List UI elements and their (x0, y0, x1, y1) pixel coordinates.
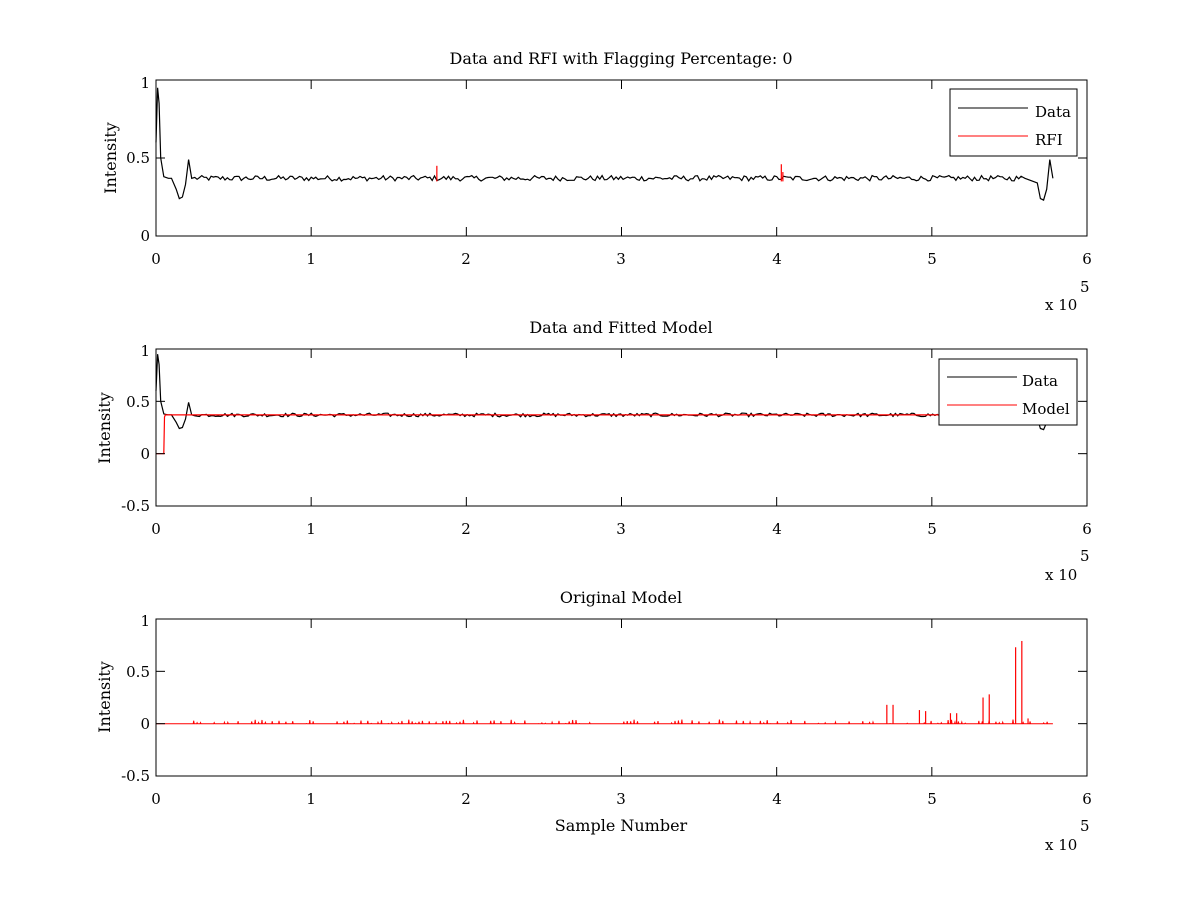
legend-label-model: Model (1022, 400, 1070, 418)
y-tick-labels: -0.5 0 0.5 1 (121, 342, 150, 515)
x-tick-label: 3 (616, 250, 626, 268)
y-tick-label: -0.5 (121, 497, 150, 515)
x-tick-label: 2 (461, 520, 471, 538)
x-tick-label: 3 (616, 520, 626, 538)
y-tick-label: 0.5 (126, 663, 150, 681)
tick-marks (155, 79, 1088, 237)
panel-title: Data and RFI with Flagging Percentage: 0 (449, 49, 792, 68)
x-tick-label: 6 (1082, 250, 1092, 268)
panel-data-model: Data and Fitted Model Intensity 0 1 2 3 … (95, 318, 1092, 584)
tick-marks (155, 348, 1088, 507)
y-tick-label: 0 (140, 715, 150, 733)
x-tick-label: 0 (151, 250, 161, 268)
y-tick-label: 1 (140, 342, 150, 360)
x-tick-label: 5 (927, 520, 937, 538)
legend: Data Model (938, 358, 1078, 426)
panel-original-model: Original Model Intensity 0 1 2 3 4 5 6 -… (95, 588, 1092, 854)
legend: Data RFI (949, 88, 1078, 157)
plot-area (155, 87, 1054, 201)
x-tick-labels: 0 1 2 3 4 5 6 (151, 520, 1092, 538)
panel-data-rfi: Data and RFI with Flagging Percentage: 0… (101, 49, 1092, 314)
y-tick-label: 1 (140, 612, 150, 630)
legend-box (938, 358, 1078, 426)
x-exponent-power: 5 (1080, 817, 1090, 835)
x-tick-label: 4 (772, 250, 782, 268)
y-tick-label: 0 (140, 227, 150, 245)
x-exponent-base: x 10 (1045, 566, 1077, 584)
x-tick-labels: 0 1 2 3 4 5 6 (151, 790, 1092, 808)
plot-area (156, 640, 1053, 725)
x-tick-label: 4 (772, 790, 782, 808)
y-tick-label: 1 (140, 74, 150, 92)
x-tick-label: 1 (306, 790, 316, 808)
y-tick-label: 0 (140, 445, 150, 463)
y-tick-labels: -0.5 0 0.5 1 (121, 612, 150, 785)
x-exponent: x 10 5 (1045, 817, 1090, 854)
x-tick-label: 4 (772, 520, 782, 538)
x-exponent: x 10 5 (1045, 547, 1090, 584)
legend-label-data: Data (1022, 372, 1058, 390)
y-tick-label: 0.5 (126, 393, 150, 411)
x-tick-label: 2 (461, 250, 471, 268)
legend-label-data: Data (1035, 103, 1071, 121)
x-tick-label: 0 (151, 790, 161, 808)
x-tick-label: 5 (927, 790, 937, 808)
y-axis-label: Intensity (101, 122, 120, 194)
legend-box (949, 88, 1078, 157)
x-tick-label: 0 (151, 520, 161, 538)
y-axis-label: Intensity (95, 661, 114, 733)
x-tick-label: 1 (306, 520, 316, 538)
tick-marks (155, 618, 1088, 777)
x-tick-label: 2 (461, 790, 471, 808)
x-exponent-power: 5 (1080, 278, 1090, 296)
series-data-line (155, 87, 1054, 201)
x-tick-label: 6 (1082, 520, 1092, 538)
x-tick-label: 6 (1082, 790, 1092, 808)
y-axis-label: Intensity (95, 392, 114, 464)
panel-title: Data and Fitted Model (529, 318, 712, 337)
x-tick-label: 3 (616, 790, 626, 808)
x-tick-label: 5 (927, 250, 937, 268)
y-tick-label: -0.5 (121, 767, 150, 785)
x-tick-labels: 0 1 2 3 4 5 6 (151, 250, 1092, 268)
legend-label-rfi: RFI (1035, 131, 1063, 149)
x-exponent-base: x 10 (1045, 296, 1077, 314)
x-tick-label: 1 (306, 250, 316, 268)
y-tick-label: 0.5 (126, 149, 150, 167)
x-axis-label: Sample Number (555, 816, 688, 835)
model-baseline-line (156, 719, 1053, 725)
x-exponent-power: 5 (1080, 547, 1090, 565)
panel-title: Original Model (560, 588, 682, 607)
y-tick-labels: 0 0.5 1 (126, 74, 150, 245)
x-exponent: x 10 5 (1045, 278, 1090, 314)
x-exponent-base: x 10 (1045, 836, 1077, 854)
